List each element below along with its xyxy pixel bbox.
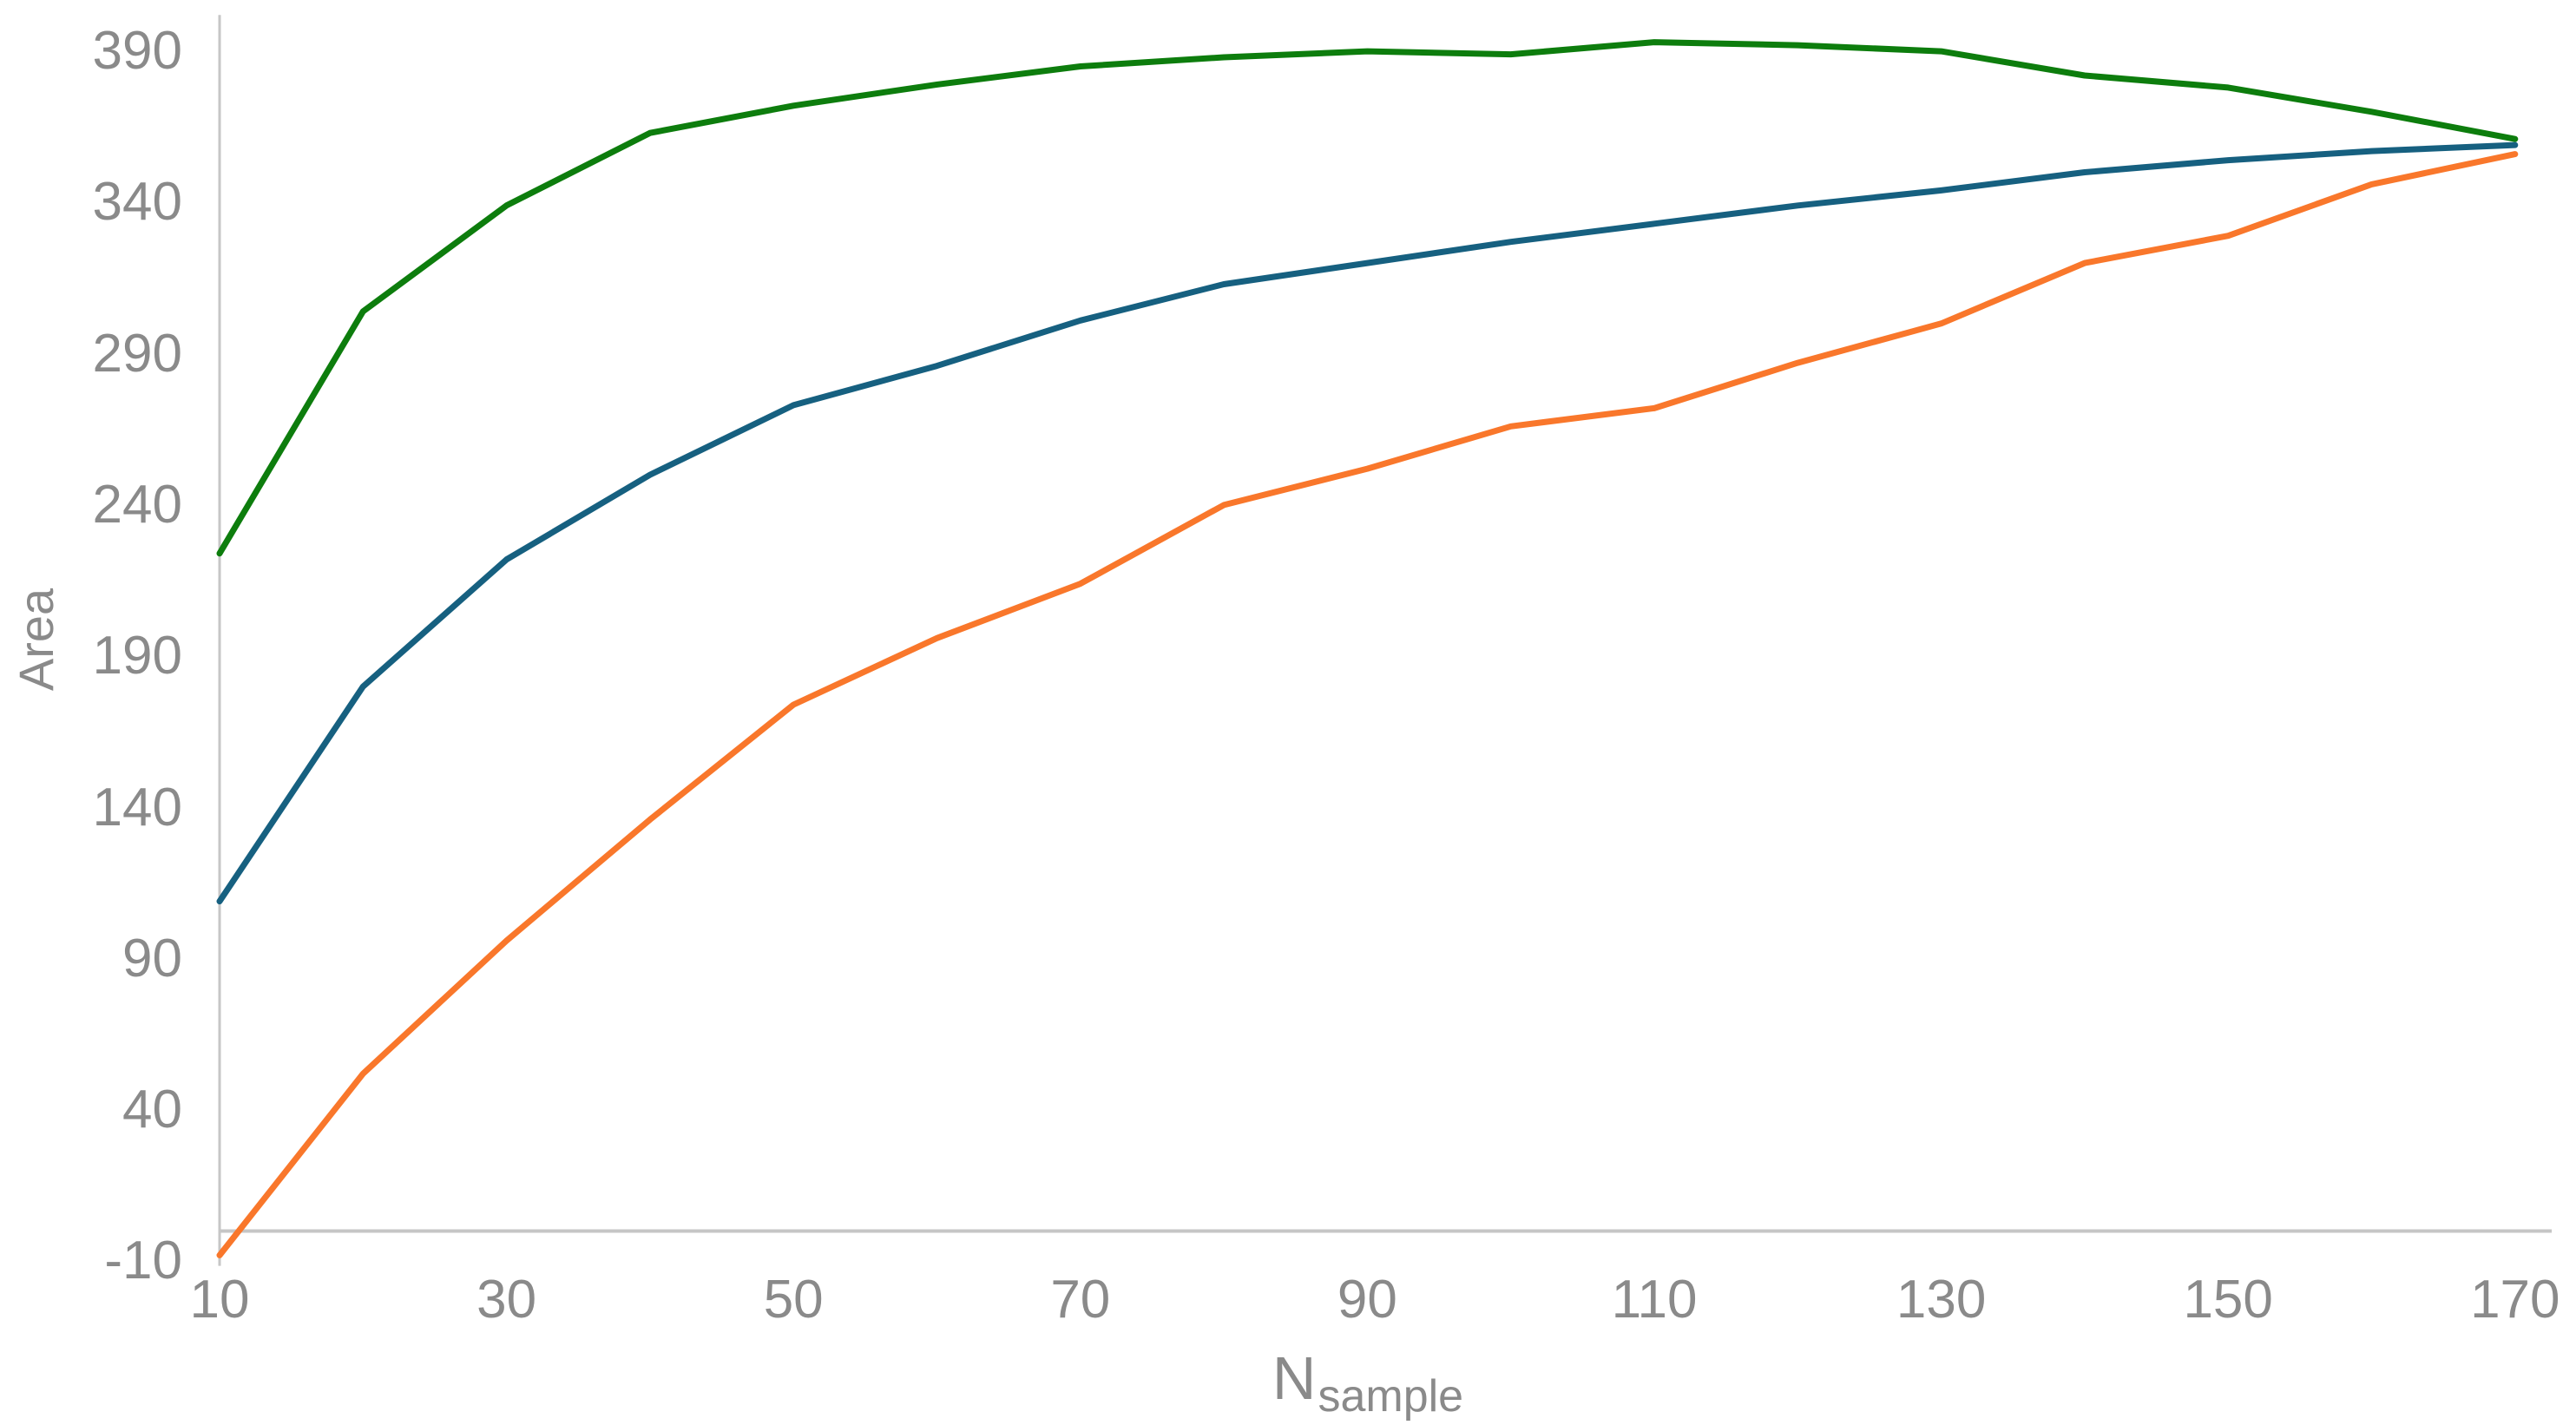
x-tick-label-130: 130	[1896, 1270, 1987, 1330]
y-tick-label-390: 390	[92, 21, 182, 82]
series-line-blue	[216, 141, 2519, 905]
y-tick-label-40: 40	[122, 1080, 182, 1140]
x-tick-label-90: 90	[1337, 1270, 1397, 1330]
y-tick-label-340: 340	[92, 172, 182, 233]
y-axis-title: Area	[9, 588, 63, 692]
x-axis-title-subscript: sample	[1318, 1371, 1464, 1422]
x-tick-label-10: 10	[189, 1270, 250, 1330]
x-tick-label-30: 30	[476, 1270, 537, 1330]
y-tick-label-90: 90	[122, 928, 182, 988]
series-layer	[216, 39, 2519, 1258]
x-tick-label-150: 150	[2183, 1270, 2273, 1330]
y-tick-label-190: 190	[92, 626, 182, 686]
x-axis-title: Nsample	[1228, 1343, 1506, 1422]
x-tick-label-70: 70	[1050, 1270, 1111, 1330]
series-line-green	[216, 39, 2519, 557]
x-tick-label-170: 170	[2470, 1270, 2560, 1330]
y-tick-label-140: 140	[92, 777, 182, 837]
y-tick-label-290: 290	[92, 323, 182, 384]
x-axis-title-base: N	[1272, 1344, 1317, 1412]
series-line-orange	[216, 151, 2519, 1258]
y-tick-label--10: -10	[104, 1231, 182, 1291]
x-tick-label-110: 110	[1611, 1270, 1698, 1330]
x-tick-label-50: 50	[763, 1270, 824, 1330]
y-tick-label-240: 240	[92, 474, 182, 535]
